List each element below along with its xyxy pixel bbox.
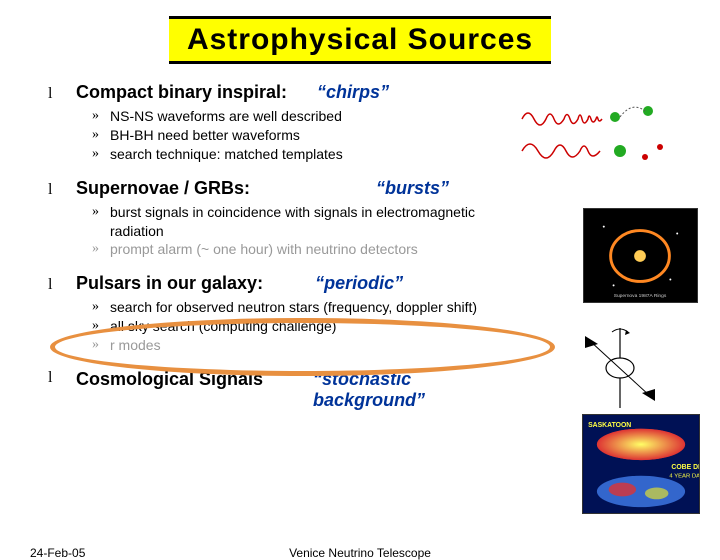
sub-item-text: search technique: matched templates: [110, 145, 343, 164]
sub-item: »search for observed neutron stars (freq…: [92, 298, 512, 317]
svg-text:COBE DMR: COBE DMR: [671, 464, 699, 471]
sub-bullet-icon: »: [92, 240, 110, 259]
sub-item: »BH-BH need better waveforms: [92, 126, 512, 145]
topic-keyword: “bursts”: [376, 178, 449, 199]
bullet-icon: l: [48, 181, 62, 199]
footer-venue: Venice Neutrino Telescope: [289, 546, 431, 560]
topic-title: Cosmological Signals: [76, 369, 263, 390]
sub-item-text: search for observed neutron stars (frequ…: [110, 298, 477, 317]
sub-item-text: BH-BH need better waveforms: [110, 126, 300, 145]
sub-item-text: all sky search (computing challenge): [110, 317, 336, 336]
cmb-map-image: SASKATOON COBE DMR 4 YEAR DATA: [582, 414, 700, 514]
sub-item: »burst signals in coincidence with signa…: [92, 203, 512, 241]
sub-item-text: burst signals in coincidence with signal…: [110, 203, 512, 241]
sub-bullet-icon: »: [92, 107, 110, 126]
footer-date: 24-Feb-05: [30, 546, 85, 560]
sub-item: »prompt alarm (~ one hour) with neutrino…: [92, 240, 512, 259]
bullet-icon: l: [48, 85, 62, 103]
pulsar-diagram-icon: [570, 326, 670, 411]
sub-bullet-icon: »: [92, 336, 110, 355]
sub-item-text: r modes: [110, 336, 161, 355]
sub-item-text: NS-NS waveforms are well described: [110, 107, 342, 126]
sub-bullet-icon: »: [92, 203, 110, 241]
topic-title: Pulsars in our galaxy:: [76, 273, 263, 294]
sub-item: »NS-NS waveforms are well described: [92, 107, 512, 126]
topic-keyword: “chirps”: [317, 82, 389, 103]
sub-bullet-icon: »: [92, 298, 110, 317]
bullet-icon: l: [48, 369, 62, 387]
topic-keyword: “stochastic background”: [313, 369, 493, 411]
svg-text:SASKATOON: SASKATOON: [588, 422, 631, 429]
topic-keyword: “periodic”: [315, 273, 403, 294]
sub-item: »search technique: matched templates: [92, 145, 512, 164]
svg-text:Supernova 1987A Rings: Supernova 1987A Rings: [614, 293, 667, 299]
sub-item-text: prompt alarm (~ one hour) with neutrino …: [110, 240, 418, 259]
sub-bullet-icon: »: [92, 126, 110, 145]
supernova-image: Supernova 1987A Rings: [583, 208, 698, 303]
sub-bullet-icon: »: [92, 317, 110, 336]
slide-title: Astrophysical Sources: [169, 16, 551, 64]
topic-title: Supernovae / GRBs:: [76, 178, 250, 199]
sub-item: »r modes: [92, 336, 512, 355]
chirp-waveform-icon: [520, 99, 675, 171]
topic-title: Compact binary inspiral:: [76, 82, 287, 103]
svg-text:4 YEAR DATA: 4 YEAR DATA: [669, 474, 699, 480]
sub-bullet-icon: »: [92, 145, 110, 164]
sub-item: »all sky search (computing challenge): [92, 317, 512, 336]
bullet-icon: l: [48, 276, 62, 294]
